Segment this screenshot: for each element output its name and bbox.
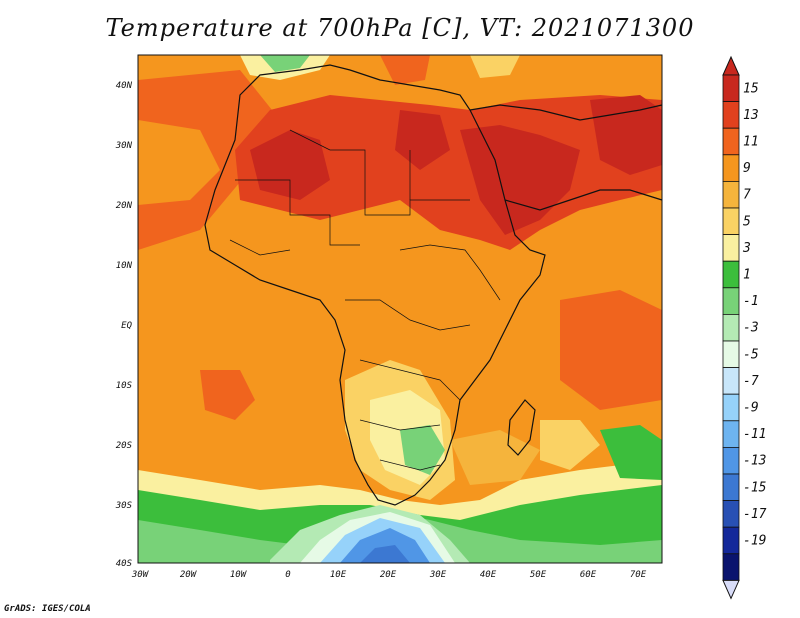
lon-axis: 30W 20W 10W 0 10E 20E 30E 40E 50E 60E 70… <box>131 570 647 580</box>
colorbar-swatch <box>722 446 740 475</box>
lon-label: 0 <box>285 570 290 580</box>
colorbar-label: 7 <box>743 188 751 203</box>
lon-label: 20E <box>380 570 397 580</box>
colorbar-label: -1 <box>743 294 759 309</box>
lat-label: 30N <box>115 141 133 151</box>
colorbar-label: 3 <box>742 241 751 256</box>
colorbar-label: 15 <box>743 81 759 96</box>
map-frame <box>137 54 663 564</box>
lon-label: 30E <box>429 570 447 580</box>
colorbar-swatch <box>722 420 740 448</box>
colorbar-swatch <box>722 154 740 182</box>
colorbar-label: -7 <box>743 374 759 389</box>
colorbar-label: -13 <box>743 454 766 469</box>
lat-label: 40N <box>116 81 133 91</box>
colorbar-label: 9 <box>743 161 751 176</box>
colorbar-label: 11 <box>743 135 759 150</box>
lon-label: 70E <box>630 570 647 580</box>
colorbar-swatch <box>722 180 740 209</box>
colorbar-swatch <box>722 74 740 103</box>
colorbar-label: 5 <box>743 214 751 229</box>
credit-text: GrADS: IGES/COLA <box>4 604 91 614</box>
map-title: Temperature at 700hPa [C], VT: 202107130… <box>105 14 695 42</box>
colorbar-swatch <box>722 101 740 129</box>
lat-axis: 40N 30N 20N 10N EQ 10S 20S 30S 40S <box>115 81 133 569</box>
country-borders <box>229 129 501 471</box>
lat-label: 20N <box>116 201 133 211</box>
lat-label: 10N <box>116 261 133 271</box>
lon-label: 50E <box>530 570 547 580</box>
colorbar-swatch <box>722 473 740 502</box>
colorbar-swatch <box>722 287 740 315</box>
colorbar-swatch <box>722 500 740 528</box>
colorbar-swatch <box>722 127 740 156</box>
colorbar-label: -11 <box>743 427 766 442</box>
colorbar-label: -5 <box>743 347 759 362</box>
lon-label: 30W <box>131 570 150 580</box>
lon-label: 10E <box>330 570 347 580</box>
colorbar-label: -17 <box>743 507 767 522</box>
colorbar-top-triangle <box>722 55 740 76</box>
colorbar: 15 13 11 9 7 5 3 1 -1 -3 -5 -7 -9 -11 -13 -15 -17 -19 <box>722 55 767 600</box>
lon-label: 20W <box>180 570 198 580</box>
lat-label: EQ <box>121 321 132 331</box>
lon-label: 40E <box>480 570 497 580</box>
colorbar-label: 13 <box>743 108 759 123</box>
colorbar-swatch <box>722 553 740 581</box>
colorbar-swatch <box>722 526 740 555</box>
colorbar-label: -9 <box>743 401 759 416</box>
temperature-field <box>138 55 662 563</box>
colorbar-label: 1 <box>743 268 751 283</box>
colorbar-bottom-triangle <box>722 579 740 600</box>
colorbar-label: -19 <box>743 534 766 549</box>
lat-label: 10S <box>116 381 133 391</box>
colorbar-swatch <box>722 260 740 289</box>
lat-label: 20S <box>116 441 133 451</box>
lon-label: 10W <box>230 570 248 580</box>
colorbar-swatch <box>722 234 740 262</box>
colorbar-swatch <box>722 340 740 369</box>
lat-label: 40S <box>116 559 133 569</box>
coastlines <box>204 64 663 506</box>
colorbar-swatch <box>722 207 740 236</box>
lat-label: 30S <box>115 501 133 511</box>
colorbar-label: -3 <box>743 321 759 336</box>
lon-label: 60E <box>580 570 597 580</box>
colorbar-swatch <box>722 313 740 342</box>
colorbar-swatch <box>722 367 740 395</box>
colorbar-swatch <box>722 393 740 422</box>
colorbar-label: -15 <box>743 480 767 495</box>
